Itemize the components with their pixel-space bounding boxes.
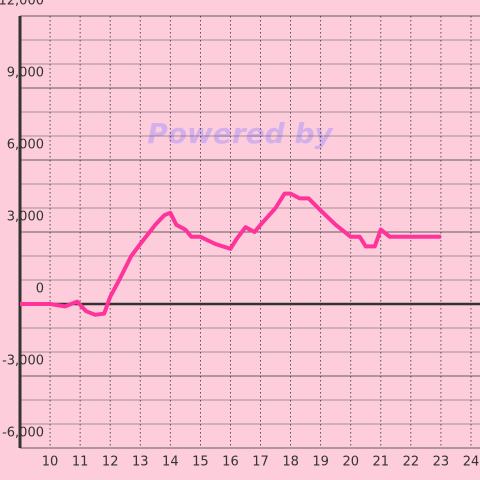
x-tick-label: 10 <box>42 455 59 470</box>
x-tick-label: 24 <box>463 455 480 470</box>
x-tick-label: 20 <box>342 455 359 470</box>
x-tick-label: 19 <box>312 455 329 470</box>
x-tick-label: 12 <box>102 455 119 470</box>
x-tick-label: 18 <box>282 455 299 470</box>
x-tick-label: 23 <box>433 455 450 470</box>
x-tick-label: 14 <box>162 455 179 470</box>
x-tick-label: 16 <box>222 455 239 470</box>
y-tick-label: -3,000 <box>2 354 44 369</box>
y-tick-label: 12,000 <box>0 0 44 9</box>
x-tick-label: 15 <box>192 455 209 470</box>
y-tick-label: 9,000 <box>7 66 44 81</box>
x-tick-label: 11 <box>72 455 89 470</box>
y-tick-label: -6,000 <box>2 426 44 441</box>
x-tick-label: 21 <box>373 455 390 470</box>
x-tick-label: 22 <box>403 455 420 470</box>
watermark: Powered by <box>147 117 334 150</box>
y-tick-label: 0 <box>36 282 44 297</box>
x-tick-label: 13 <box>132 455 149 470</box>
x-tick-label: 17 <box>252 455 269 470</box>
y-tick-label: 6,000 <box>7 138 44 153</box>
data-line <box>20 191 441 317</box>
y-tick-label: 3,000 <box>7 210 44 225</box>
